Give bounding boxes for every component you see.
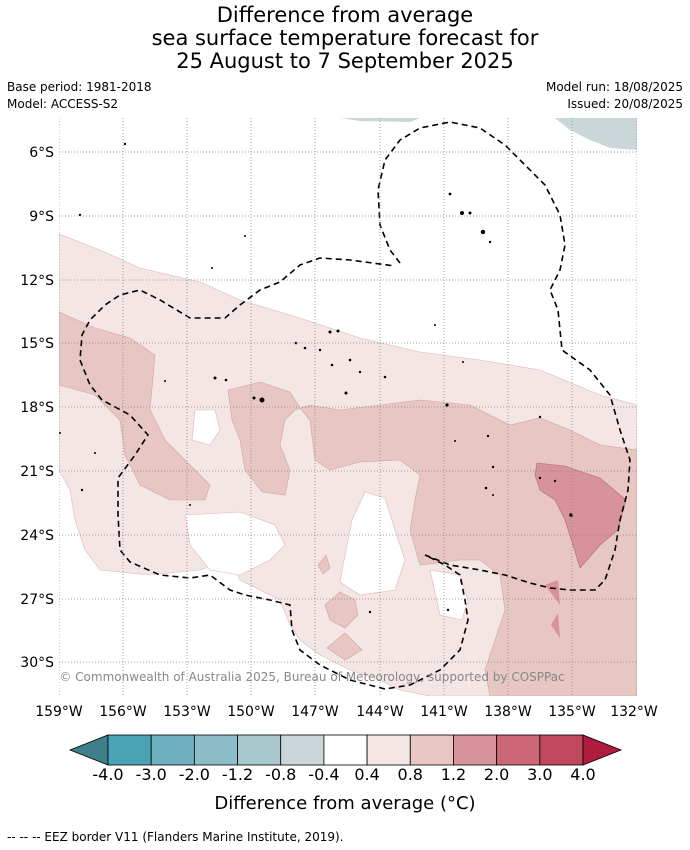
colorbar-segment xyxy=(496,734,541,766)
lon-label: 144°W xyxy=(356,704,404,720)
lon-label: 153°W xyxy=(163,704,211,720)
lon-label: 138°W xyxy=(484,704,532,720)
warm-region-1.2-east xyxy=(534,462,627,569)
colorbar-tick-label: -1.2 xyxy=(221,765,254,784)
lon-label: 156°W xyxy=(99,704,147,720)
islands xyxy=(59,142,573,614)
lat-label: 12°S xyxy=(20,273,54,289)
colorbar-tick-label: -4.0 xyxy=(92,765,124,784)
warm-patch-south-3 xyxy=(317,554,331,575)
colorbar xyxy=(68,734,623,766)
lon-label: 135°W xyxy=(548,704,596,720)
longitude-labels: 159°W 156°W 153°W 150°W 147°W 144°W 141°… xyxy=(35,704,658,720)
colorbar-tick-label: 2.0 xyxy=(483,765,510,784)
title-line-3: 25 August to 7 September 2025 xyxy=(176,49,514,73)
colorbar-segment xyxy=(409,734,454,766)
warm-patch-1.2-south-2 xyxy=(551,613,560,638)
lat-label: 9°S xyxy=(29,209,54,225)
colorbar-tick-label: 4.0 xyxy=(570,765,596,784)
colorbar-tick-label: 1.2 xyxy=(440,765,467,784)
issued-date: Issued: 20/08/2025 xyxy=(567,97,683,111)
neutral-hole-center xyxy=(339,491,406,596)
colorbar-tick-label: -3.0 xyxy=(135,765,167,784)
colorbar-segment xyxy=(453,734,498,766)
lat-label: 15°S xyxy=(20,336,54,352)
graticule xyxy=(59,118,637,696)
model-name: Model: ACCESS-S2 xyxy=(7,97,119,111)
warm-patch-south-2 xyxy=(326,632,363,661)
warm-region-0.8-central xyxy=(227,381,637,696)
lon-label: 159°W xyxy=(35,704,83,720)
colorbar-segment xyxy=(237,734,282,766)
eez-border-cook-islands-north xyxy=(79,121,631,690)
map-area: © Commonwealth of Australia 2025, Bureau… xyxy=(59,118,637,696)
lon-label: 150°W xyxy=(227,704,275,720)
warm-region-0.8-west xyxy=(59,311,211,501)
cool-patch-north xyxy=(340,118,420,122)
eez-legend: -- -- -- EEZ border V11 (Flanders Marine… xyxy=(7,830,344,844)
colorbar-segment xyxy=(539,734,584,766)
meta-left: Base period: 1981-2018 Model: ACCESS-S2 xyxy=(7,79,152,113)
colorbar-tick-label: 0.4 xyxy=(354,765,380,784)
colorbar-segment xyxy=(193,734,238,766)
warm-patch-1.2-south xyxy=(545,580,560,605)
lat-label: 27°S xyxy=(20,592,54,608)
cool-patch-northeast xyxy=(555,118,637,150)
latitude-labels: 6°S 9°S 12°S 15°S 18°S 21°S 24°S 27°S 30… xyxy=(20,145,54,671)
colorbar-segment xyxy=(150,734,195,766)
copyright-text: © Commonwealth of Australia 2025, Bureau… xyxy=(59,670,564,684)
lon-label: 141°W xyxy=(420,704,468,720)
neutral-hole-southeast xyxy=(429,569,469,621)
title-line-1: Difference from average xyxy=(216,3,474,27)
colorbar-segment xyxy=(323,734,368,766)
warm-patch-south-1 xyxy=(324,591,359,629)
lon-label: 132°W xyxy=(610,704,658,720)
colorbar-tick-label: -0.4 xyxy=(308,765,340,784)
title-line-2: sea surface temperature forecast for xyxy=(151,26,539,50)
lat-label: 6°S xyxy=(29,145,54,161)
colorbar-segment xyxy=(280,734,325,766)
colorbar-extension-low xyxy=(68,734,109,766)
colorbar-extension-high xyxy=(582,734,623,766)
meta-right: Model run: 18/08/2025 Issued: 20/08/2025 xyxy=(546,79,683,113)
lat-label: 21°S xyxy=(20,464,54,480)
colorbar-tick-label: 3.0 xyxy=(527,765,553,784)
neutral-hole-south xyxy=(184,511,286,576)
colorbar-segment xyxy=(107,734,152,766)
colorbar-tick-label: -0.8 xyxy=(265,765,297,784)
base-period: Base period: 1981-2018 xyxy=(7,80,152,94)
map-title: Difference from average sea surface temp… xyxy=(0,4,690,73)
colorbar-segment xyxy=(366,734,411,766)
lat-label: 18°S xyxy=(20,400,54,416)
lat-label: 30°S xyxy=(20,655,54,671)
colorbar-tick-label: -2.0 xyxy=(178,765,210,784)
colorbar-label: Difference from average (°C) xyxy=(214,793,476,814)
eez-borders xyxy=(79,121,631,690)
lat-label: 24°S xyxy=(20,528,54,544)
neutral-hole-west xyxy=(191,409,221,446)
lon-label: 147°W xyxy=(291,704,339,720)
colorbar-tick-label: 0.8 xyxy=(397,765,423,784)
model-run: Model run: 18/08/2025 xyxy=(545,80,683,94)
